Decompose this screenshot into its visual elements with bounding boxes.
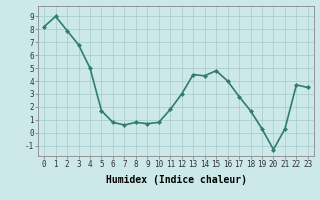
X-axis label: Humidex (Indice chaleur): Humidex (Indice chaleur) xyxy=(106,175,246,185)
